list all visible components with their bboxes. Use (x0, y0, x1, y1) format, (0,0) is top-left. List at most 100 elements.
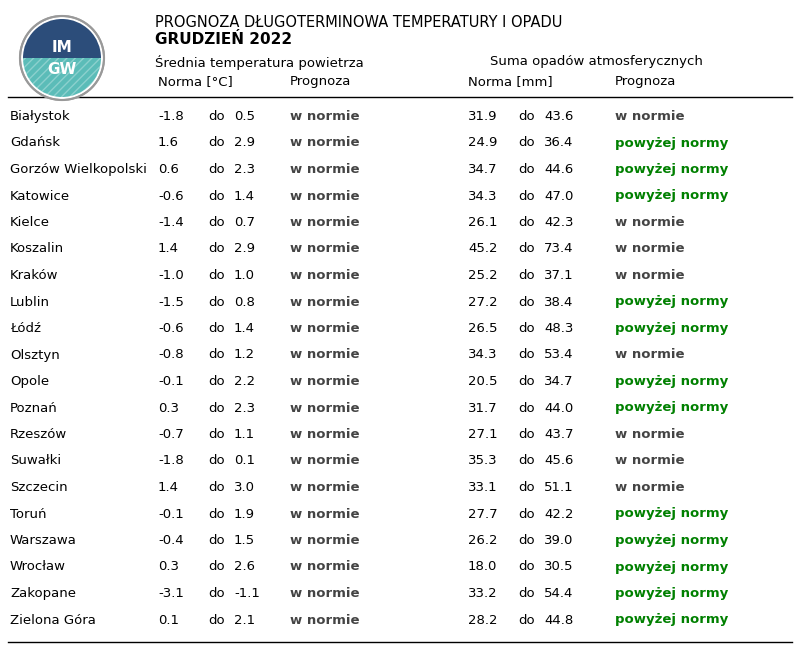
Text: w normie: w normie (290, 322, 359, 335)
Text: powyżej normy: powyżej normy (615, 375, 728, 388)
Text: w normie: w normie (615, 269, 685, 282)
Text: 0.1: 0.1 (234, 454, 255, 467)
Text: 2.6: 2.6 (234, 561, 255, 574)
Text: -1.1: -1.1 (234, 587, 260, 600)
Text: 37.1: 37.1 (544, 269, 574, 282)
Text: 43.7: 43.7 (544, 428, 574, 441)
Text: do: do (208, 322, 225, 335)
Text: do: do (518, 348, 534, 361)
Text: 34.7: 34.7 (544, 375, 574, 388)
Text: powyżej normy: powyżej normy (615, 587, 728, 600)
Text: do: do (208, 110, 225, 123)
Text: 18.0: 18.0 (468, 561, 498, 574)
Text: do: do (208, 189, 225, 202)
Text: 42.2: 42.2 (544, 508, 574, 521)
Text: w normie: w normie (290, 508, 359, 521)
Wedge shape (23, 19, 101, 58)
Text: 44.8: 44.8 (544, 613, 574, 626)
Text: powyżej normy: powyżej normy (615, 534, 728, 547)
Text: GRUDZIEŃ 2022: GRUDZIEŃ 2022 (155, 32, 292, 47)
Circle shape (20, 16, 104, 100)
Text: -0.7: -0.7 (158, 428, 184, 441)
Text: Gorzów Wielkopolski: Gorzów Wielkopolski (10, 163, 147, 176)
Text: do: do (208, 454, 225, 467)
Text: 2.3: 2.3 (234, 402, 255, 415)
Text: Katowice: Katowice (10, 189, 70, 202)
Text: do: do (208, 534, 225, 547)
Text: 20.5: 20.5 (468, 375, 498, 388)
Text: 26.1: 26.1 (468, 216, 498, 229)
Text: 2.9: 2.9 (234, 243, 255, 255)
Text: -1.8: -1.8 (158, 110, 184, 123)
Text: 31.7: 31.7 (468, 402, 498, 415)
Text: 0.8: 0.8 (234, 296, 255, 309)
Text: Suwałki: Suwałki (10, 454, 61, 467)
Text: do: do (208, 216, 225, 229)
Text: w normie: w normie (290, 110, 359, 123)
Text: do: do (208, 348, 225, 361)
Text: do: do (518, 137, 534, 150)
Text: 45.6: 45.6 (544, 454, 574, 467)
Text: Opole: Opole (10, 375, 49, 388)
Text: do: do (518, 561, 534, 574)
Text: 39.0: 39.0 (544, 534, 574, 547)
Text: 42.3: 42.3 (544, 216, 574, 229)
Text: w normie: w normie (290, 216, 359, 229)
Text: 1.9: 1.9 (234, 508, 255, 521)
Text: w normie: w normie (290, 481, 359, 494)
Text: do: do (208, 561, 225, 574)
Text: 0.3: 0.3 (158, 561, 179, 574)
Text: Lublin: Lublin (10, 296, 50, 309)
Text: 1.4: 1.4 (234, 189, 255, 202)
Text: w normie: w normie (290, 561, 359, 574)
Text: 33.2: 33.2 (468, 587, 498, 600)
Text: w normie: w normie (290, 587, 359, 600)
Text: Wrocław: Wrocław (10, 561, 66, 574)
Text: 27.2: 27.2 (468, 296, 498, 309)
Text: 1.4: 1.4 (158, 243, 179, 255)
Text: 2.3: 2.3 (234, 163, 255, 176)
Text: 43.6: 43.6 (544, 110, 574, 123)
Text: do: do (208, 137, 225, 150)
Text: do: do (518, 534, 534, 547)
Text: w normie: w normie (290, 189, 359, 202)
Text: 0.7: 0.7 (234, 216, 255, 229)
Text: do: do (518, 481, 534, 494)
Text: 1.0: 1.0 (234, 269, 255, 282)
Text: PROGNOZA DŁUGOTERMINOWA TEMPERATURY I OPADU: PROGNOZA DŁUGOTERMINOWA TEMPERATURY I OP… (155, 15, 562, 30)
Text: w normie: w normie (615, 428, 685, 441)
Text: 2.1: 2.1 (234, 613, 255, 626)
Text: 31.9: 31.9 (468, 110, 498, 123)
Text: 27.7: 27.7 (468, 508, 498, 521)
Text: powyżej normy: powyżej normy (615, 613, 728, 626)
Text: do: do (208, 243, 225, 255)
Text: 45.2: 45.2 (468, 243, 498, 255)
Text: 0.5: 0.5 (234, 110, 255, 123)
Text: 36.4: 36.4 (544, 137, 574, 150)
Text: do: do (518, 508, 534, 521)
Text: -0.1: -0.1 (158, 508, 184, 521)
Text: do: do (518, 375, 534, 388)
Text: powyżej normy: powyżej normy (615, 296, 728, 309)
Text: 34.3: 34.3 (468, 348, 498, 361)
Text: 1.4: 1.4 (158, 481, 179, 494)
Text: 2.2: 2.2 (234, 375, 255, 388)
Text: do: do (518, 402, 534, 415)
Text: do: do (518, 243, 534, 255)
Text: -0.6: -0.6 (158, 322, 184, 335)
Text: Rzeszów: Rzeszów (10, 428, 67, 441)
Text: 1.2: 1.2 (234, 348, 255, 361)
Text: 26.2: 26.2 (468, 534, 498, 547)
Text: Olsztyn: Olsztyn (10, 348, 60, 361)
Text: powyżej normy: powyżej normy (615, 163, 728, 176)
Text: do: do (208, 508, 225, 521)
Text: 1.6: 1.6 (158, 137, 179, 150)
Text: do: do (518, 296, 534, 309)
Text: powyżej normy: powyżej normy (615, 189, 728, 202)
Text: -3.1: -3.1 (158, 587, 184, 600)
Text: w normie: w normie (290, 613, 359, 626)
Text: w normie: w normie (290, 454, 359, 467)
Text: 26.5: 26.5 (468, 322, 498, 335)
Text: w normie: w normie (290, 428, 359, 441)
Text: Prognoza: Prognoza (615, 75, 676, 88)
